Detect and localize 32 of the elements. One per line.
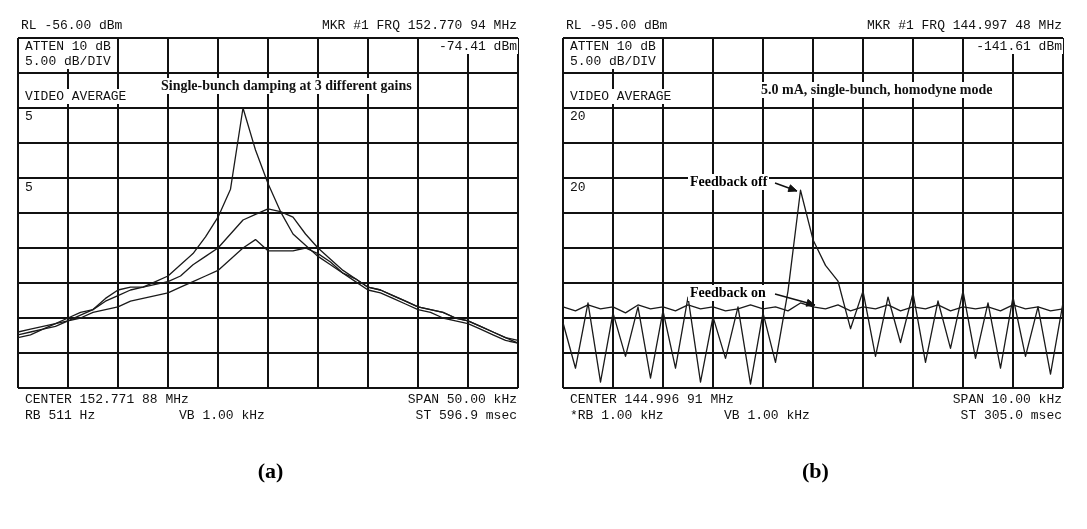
text: MKR #1 FRQ 144.997 48 MHz	[865, 18, 1063, 33]
text: ST 596.9 msec	[414, 408, 518, 423]
text: CENTER 152.771 88 MHz	[24, 392, 190, 407]
text: RL -56.00 dBm	[20, 18, 124, 33]
text: 5.00 dB/DIV	[569, 54, 657, 69]
text: RB 511 Hz	[24, 408, 97, 423]
text: SPAN 10.00 kHz	[951, 392, 1063, 407]
text: 20	[569, 109, 587, 124]
text: ATTEN 10 dB	[569, 39, 657, 54]
text: VIDEO AVERAGE	[569, 89, 673, 104]
text: Single-bunch damping at 3 different gains	[158, 78, 415, 94]
text: MKR #1 FRQ 152.770 94 MHz	[320, 18, 518, 33]
text: (a)	[256, 458, 285, 484]
text: RL -95.00 dBm	[565, 18, 669, 33]
text: SPAN 50.00 kHz	[406, 392, 518, 407]
annotation: 5	[24, 180, 34, 195]
text: (b)	[801, 458, 830, 484]
text: VB 1.00 kHz	[178, 408, 266, 423]
text: CENTER 144.996 91 MHz	[569, 392, 735, 407]
text: VB 1.00 kHz	[723, 408, 811, 423]
text: VIDEO AVERAGE	[24, 89, 128, 104]
text: -74.41 dBm	[437, 39, 518, 54]
annotation: 20	[569, 180, 587, 195]
text: 5.00 dB/DIV	[24, 54, 112, 69]
text: *RB 1.00 kHz	[569, 408, 665, 423]
text: 5.0 mA, single-bunch, homodyne mode	[758, 82, 996, 98]
text: ATTEN 10 dB	[24, 39, 112, 54]
annotation: 5	[24, 109, 34, 124]
text: ST 305.0 msec	[959, 408, 1063, 423]
text: -141.61 dBm	[975, 39, 1063, 54]
legend-label: Feedback off	[688, 174, 770, 190]
legend-label: Feedback on	[688, 285, 768, 301]
